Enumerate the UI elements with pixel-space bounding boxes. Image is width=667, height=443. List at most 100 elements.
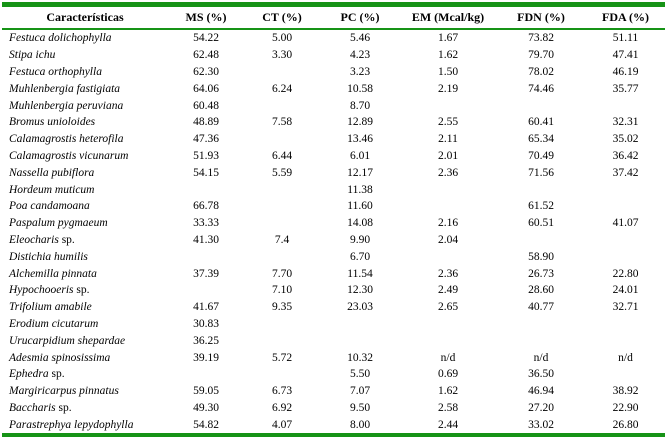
- value-cell-ct: [244, 181, 320, 198]
- species-name: Paspalum pygmaeum: [9, 217, 108, 230]
- table-row: Festuca orthophylla 62.30 3.23 1.50 78.02 46.…: [2, 64, 665, 81]
- value-cell-ct: 6.44: [271, 149, 293, 162]
- table-row: Festuca dolichophylla 54.22 5.00 5.46 1.67 73…: [2, 29, 665, 47]
- table-row: Calamagrostis heterofila 47.36 13.46 2.11 65…: [2, 131, 665, 148]
- value-cell-ct: 5.59: [271, 166, 293, 179]
- value-cell-ms: [168, 248, 244, 265]
- table-row: Erodium cicutarum 30.83: [2, 316, 665, 333]
- value-cell-em: 2.16: [437, 217, 459, 230]
- value-cell-ct: 5.00: [271, 32, 293, 45]
- value-cell-pc: 10.58: [347, 82, 373, 95]
- table-row: Margiricarpus pinnatus 59.05 6.73 7.07 1.62 4…: [2, 383, 665, 400]
- table-body: Festuca dolichophylla 54.22 5.00 5.46 1.67 73…: [2, 29, 665, 435]
- value-cell-ct: 4.07: [271, 418, 293, 431]
- value-cell-ct: [244, 248, 320, 265]
- value-cell-fdn: 60.51: [528, 217, 554, 230]
- species-name: Adesmia spinosissima: [9, 351, 111, 364]
- species-name: Festuca dolichophylla: [9, 32, 112, 45]
- value-cell-em: [400, 248, 496, 265]
- value-cell-pc: 7.07: [349, 385, 371, 398]
- value-cell-fda: 46.19: [612, 65, 639, 78]
- col-header-fdn: FDN (%): [496, 4, 586, 30]
- value-cell-fdn: [496, 232, 586, 249]
- col-header-caracteristicas: Características: [2, 4, 168, 30]
- value-cell-fdn: [496, 181, 586, 198]
- table-row: Hypochooeris sp. 7.10 12.30 2.49 28.60 24.01: [2, 282, 665, 299]
- value-cell-em: 2.65: [437, 301, 459, 314]
- value-cell-fdn: 65.34: [528, 133, 554, 146]
- value-cell-ms: 47.36: [193, 133, 219, 146]
- table-row: Ephedra sp. 5.50 0.69 36.50: [2, 366, 665, 383]
- value-cell-fda: 47.41: [612, 49, 639, 62]
- species-name: Distichia humilis: [9, 250, 88, 263]
- value-cell-ms: 37.39: [193, 267, 219, 280]
- value-cell-em: 2.58: [437, 401, 459, 414]
- species-name: Muhlenbergia peruviana: [9, 99, 124, 112]
- value-cell-em: [400, 198, 496, 215]
- value-cell-em: n/d: [440, 351, 456, 364]
- table-row: Adesmia spinosissima 39.19 5.72 10.32 n/d n/d…: [2, 349, 665, 366]
- table-row: Muhlenbergia fastigiata 64.06 6.24 10.58 2.1…: [2, 80, 665, 97]
- value-cell-em: 0.69: [437, 368, 459, 381]
- value-cell-fdn: 46.94: [528, 385, 554, 398]
- value-cell-ct: [244, 332, 320, 349]
- species-name: Eleocharis sp.: [9, 233, 75, 246]
- species-name: Ephedra sp.: [9, 368, 65, 381]
- value-cell-fdn: 28.60: [528, 284, 554, 297]
- value-cell-ct: 6.73: [271, 385, 293, 398]
- value-cell-ct: 6.92: [271, 401, 293, 414]
- species-name: Stipa ichu: [9, 49, 56, 62]
- value-cell-pc: 5.46: [349, 32, 371, 45]
- value-cell-ms: 54.22: [193, 32, 219, 45]
- value-cell-em: [400, 181, 496, 198]
- value-cell-fda: 24.01: [612, 284, 639, 297]
- value-cell-fda: 41.07: [612, 217, 639, 230]
- value-cell-fda: [586, 97, 665, 114]
- value-cell-fda: 37.42: [612, 166, 639, 179]
- value-cell-fda: n/d: [618, 351, 633, 364]
- species-name: Alchemilla pinnata: [9, 267, 97, 280]
- species-name: Nassella pubiflora: [9, 166, 95, 179]
- species-name: Baccharis sp.: [9, 401, 72, 414]
- table-row: Alchemilla pinnata 37.39 7.70 11.54 2.36 26.7…: [2, 265, 665, 282]
- value-cell-fdn: 58.90: [528, 250, 554, 263]
- value-cell-ms: 39.19: [193, 351, 219, 364]
- value-cell-fdn: 71.56: [528, 166, 554, 179]
- species-name: Poa candamoana: [9, 200, 90, 213]
- value-cell-fda: 36.42: [612, 149, 639, 162]
- value-cell-pc: 13.46: [347, 133, 373, 146]
- value-cell-ms: 48.89: [193, 116, 219, 129]
- value-cell-ms: 60.48: [193, 99, 219, 112]
- value-cell-pc: 9.50: [349, 401, 371, 414]
- value-cell-em: 1.62: [437, 385, 459, 398]
- value-cell-pc: [320, 332, 400, 349]
- table-row: Bromus unioloides 48.89 7.58 12.89 2.55 60.41…: [2, 114, 665, 131]
- value-cell-ct: 7.58: [271, 116, 293, 129]
- value-cell-fdn: [496, 332, 586, 349]
- species-name: Hypochooeris sp.: [9, 284, 90, 297]
- value-cell-pc: [320, 316, 400, 333]
- value-cell-ms: 54.15: [193, 166, 219, 179]
- value-cell-ms: 36.25: [193, 334, 219, 347]
- value-cell-em: 2.36: [437, 166, 459, 179]
- value-cell-fda: 22.90: [612, 401, 639, 414]
- value-cell-pc: 11.54: [347, 267, 373, 280]
- value-cell-fda: [586, 366, 665, 383]
- value-cell-pc: 6.70: [349, 250, 371, 263]
- value-cell-fdn: 40.77: [528, 301, 554, 314]
- table-row: Eleocharis sp. 41.30 7.4 9.90 2.04: [2, 232, 665, 249]
- value-cell-ms: 41.67: [193, 301, 219, 314]
- value-cell-fda: 51.11: [612, 32, 639, 45]
- value-cell-fda: [586, 232, 665, 249]
- value-cell-ct: [244, 97, 320, 114]
- col-header-ct: CT (%): [244, 4, 320, 30]
- value-cell-em: [400, 332, 496, 349]
- value-cell-fda: 35.02: [612, 133, 639, 146]
- value-cell-pc: 8.70: [349, 99, 371, 112]
- table-row: Distichia humilis 6.70 58.90: [2, 248, 665, 265]
- value-cell-em: 1.62: [437, 49, 459, 62]
- value-cell-ms: 51.93: [193, 149, 219, 162]
- value-cell-em: 1.67: [437, 32, 459, 45]
- value-cell-ct: [244, 64, 320, 81]
